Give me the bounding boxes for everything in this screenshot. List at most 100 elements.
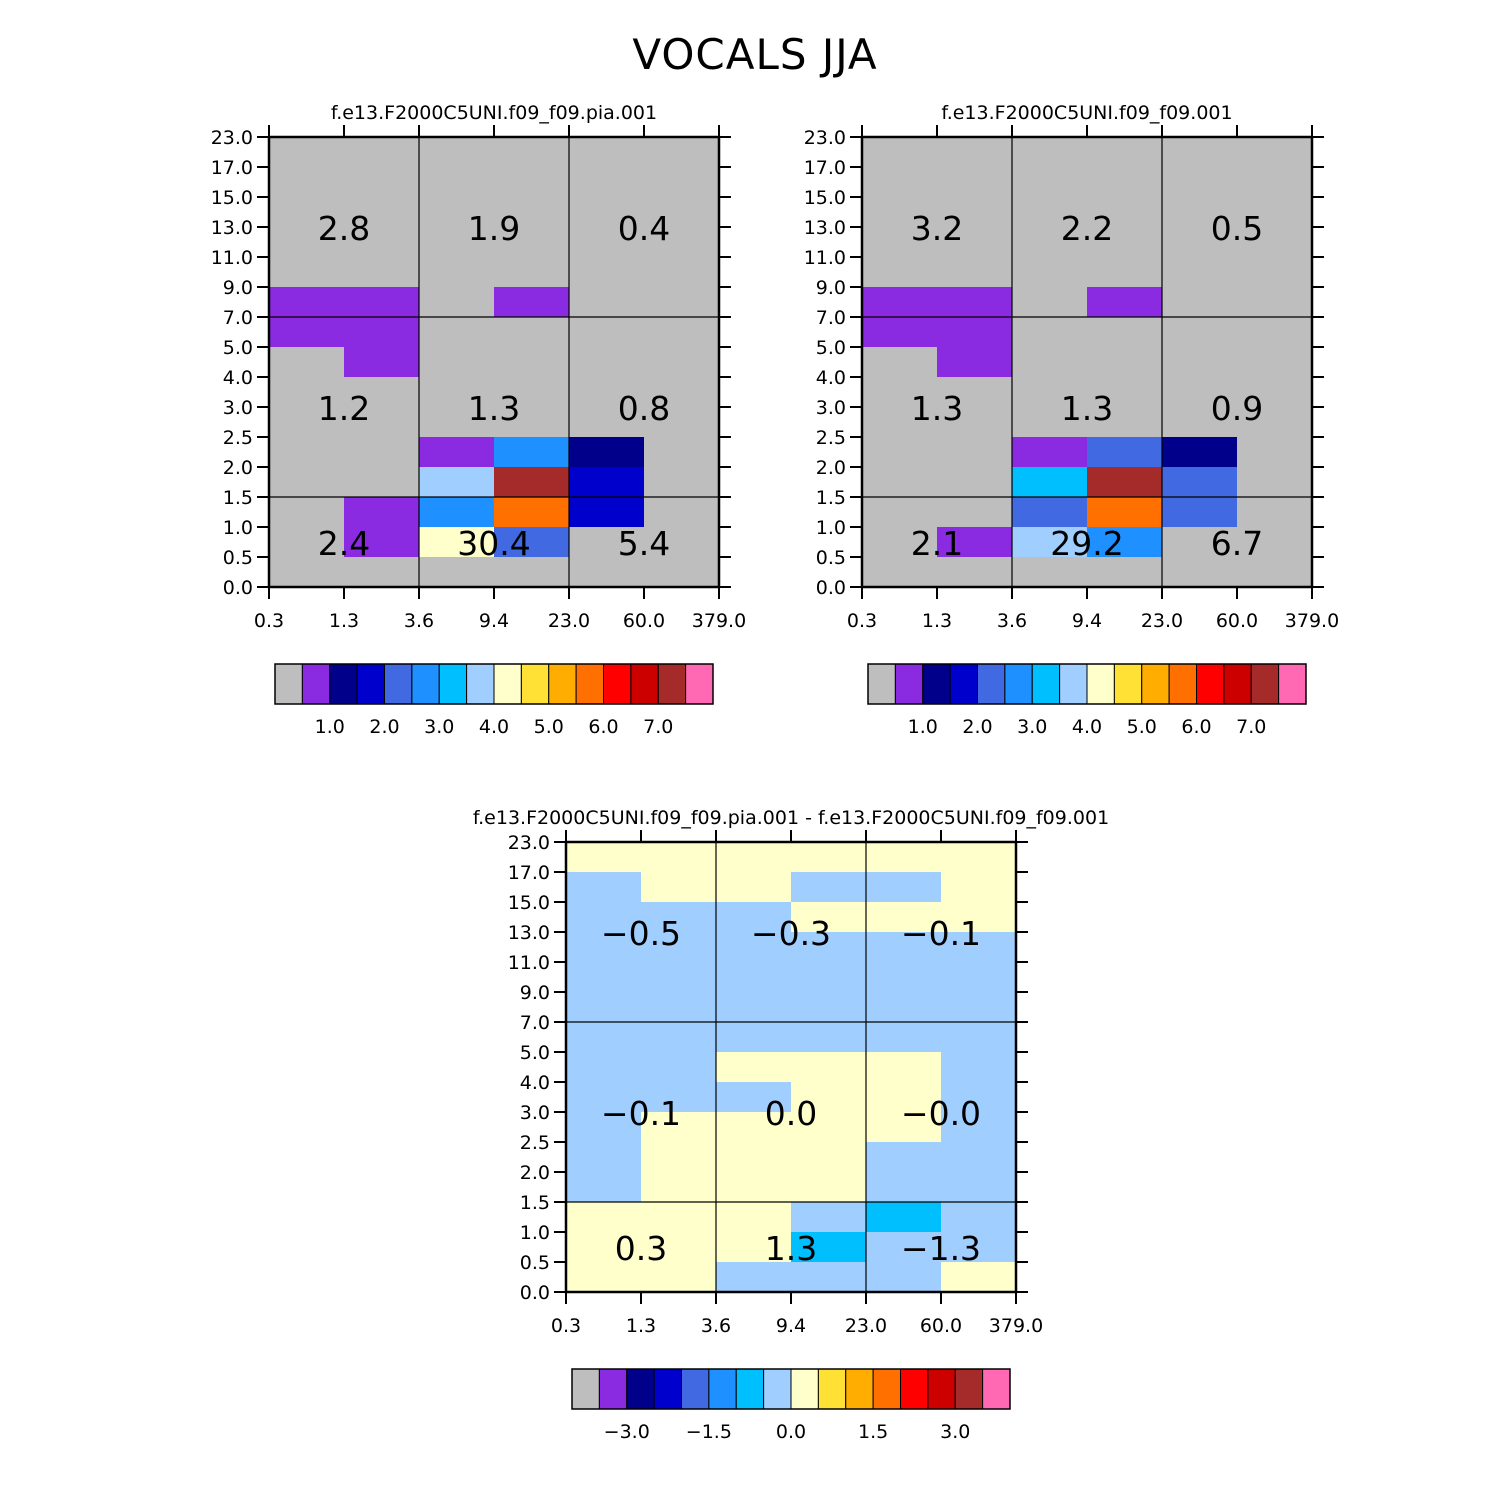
heatmap-cell — [641, 1262, 716, 1292]
heatmap-cell — [866, 1112, 941, 1142]
colorbar-swatch — [763, 1368, 792, 1410]
colorbar-swatch — [575, 663, 604, 705]
heatmap-cell — [791, 1052, 866, 1082]
y-tick-label: 11.0 — [804, 247, 846, 269]
heatmap-cell — [419, 527, 494, 557]
heatmap-cell — [344, 347, 419, 377]
y-tick-label: 3.0 — [816, 397, 846, 419]
y-tick-label: 5.0 — [816, 337, 846, 359]
heatmap-cell — [791, 1262, 866, 1292]
y-tick-label: 15.0 — [508, 892, 550, 914]
colorbar-swatch — [1250, 663, 1280, 705]
box-value-label: 30.4 — [457, 524, 530, 563]
colorbar-label: 2.0 — [962, 716, 992, 738]
box-value-label: 1.3 — [765, 1229, 817, 1268]
heatmap-cell — [716, 1052, 791, 1082]
y-tick-label: 4.0 — [223, 367, 253, 389]
x-tick-label: 3.6 — [404, 610, 434, 632]
colorbar-label: 7.0 — [643, 716, 673, 738]
colorbar-swatch — [657, 663, 687, 705]
heatmap-cell — [566, 962, 641, 992]
heatmap-cell — [862, 317, 937, 347]
heatmap-cell — [941, 1262, 1016, 1292]
heatmap-cell — [716, 932, 791, 962]
heatmap-cell — [941, 842, 1016, 872]
x-tick-label: 23.0 — [1141, 610, 1183, 632]
panel-title: f.e13.F2000C5UNI.f09_f09.pia.001 — [331, 102, 657, 124]
y-tick-label: 3.0 — [223, 397, 253, 419]
heatmap-cell — [866, 872, 941, 902]
y-tick-label: 2.5 — [816, 427, 846, 449]
heatmap-cell — [941, 902, 1016, 932]
y-tick-label: 11.0 — [508, 952, 550, 974]
colorbar-label: 3.0 — [1017, 716, 1047, 738]
colorbar-swatch — [598, 1368, 628, 1410]
y-tick-label: 0.5 — [223, 547, 253, 569]
y-tick-label: 17.0 — [804, 157, 846, 179]
heatmap-cell — [419, 437, 494, 467]
y-tick-label: 9.0 — [520, 982, 550, 1004]
y-tick-label: 15.0 — [211, 187, 253, 209]
heatmap-cell — [791, 992, 866, 1022]
colorbar-swatch — [708, 1368, 737, 1410]
heatmap-cell — [641, 932, 716, 962]
heatmap-cell — [866, 1202, 941, 1232]
colorbar-swatch — [685, 663, 714, 705]
heatmap-cell — [566, 1172, 641, 1202]
colorbar-swatch — [1196, 663, 1225, 705]
colorbar-swatch — [894, 663, 924, 705]
y-tick-label: 1.5 — [223, 487, 253, 509]
heatmap-cell — [641, 902, 716, 932]
y-tick-label: 1.0 — [520, 1222, 550, 1244]
colorbar-swatch — [1059, 663, 1088, 705]
heatmap-cell — [566, 1022, 641, 1052]
box-value-label: 1.2 — [318, 389, 370, 428]
y-tick-label: 5.0 — [520, 1042, 550, 1064]
heatmap-cell — [791, 1112, 866, 1142]
heatmap-cell — [791, 1142, 866, 1172]
heatmap-cell — [494, 497, 569, 527]
box-value-label: 1.3 — [468, 389, 520, 428]
colorbar-swatch — [384, 663, 413, 705]
y-tick-label: 13.0 — [804, 217, 846, 239]
heatmap-cell — [791, 1232, 866, 1262]
y-tick-label: 2.0 — [520, 1162, 550, 1184]
box-value-label: 2.8 — [318, 209, 370, 248]
heatmap-cell — [641, 1172, 716, 1202]
heatmap-cell — [641, 1052, 716, 1082]
heatmap-cell — [716, 1232, 791, 1262]
colorbar-swatch — [954, 1368, 984, 1410]
heatmap-cell — [716, 872, 791, 902]
x-tick-label: 379.0 — [989, 1315, 1043, 1337]
heatmap-cell — [1087, 467, 1162, 497]
box-value-label: 0.3 — [615, 1229, 667, 1268]
box-value-label: 1.9 — [468, 209, 520, 248]
y-tick-label: 9.0 — [223, 277, 253, 299]
box-value-label: 0.4 — [618, 209, 670, 248]
box-value-label: 0.9 — [1211, 389, 1263, 428]
y-tick-label: 2.0 — [816, 457, 846, 479]
heatmap-cell — [716, 842, 791, 872]
heatmap-cell — [866, 1232, 941, 1262]
y-tick-label: 7.0 — [223, 307, 253, 329]
panel-title: f.e13.F2000C5UNI.f09_f09.pia.001 - f.e13… — [473, 807, 1109, 829]
colorbar-label: 1.0 — [908, 716, 938, 738]
heatmap-cell — [641, 992, 716, 1022]
x-tick-label: 60.0 — [623, 610, 665, 632]
heatmap-cell — [791, 842, 866, 872]
heatmap-cell — [566, 992, 641, 1022]
colorbar-frame — [274, 663, 714, 705]
y-tick-label: 1.0 — [223, 517, 253, 539]
heatmap-cell — [791, 1022, 866, 1052]
heatmap-cell — [716, 902, 791, 932]
heatmap-cell — [941, 1232, 1016, 1262]
heatmap-cell — [1012, 497, 1087, 527]
heatmap-cell — [641, 1202, 716, 1232]
heatmap-cell — [941, 1142, 1016, 1172]
colorbar-swatch — [493, 663, 522, 705]
y-tick-label: 7.0 — [816, 307, 846, 329]
x-tick-label: 3.6 — [701, 1315, 731, 1337]
heatmap-cell — [866, 1022, 941, 1052]
colorbar-label: 1.5 — [858, 1421, 888, 1443]
